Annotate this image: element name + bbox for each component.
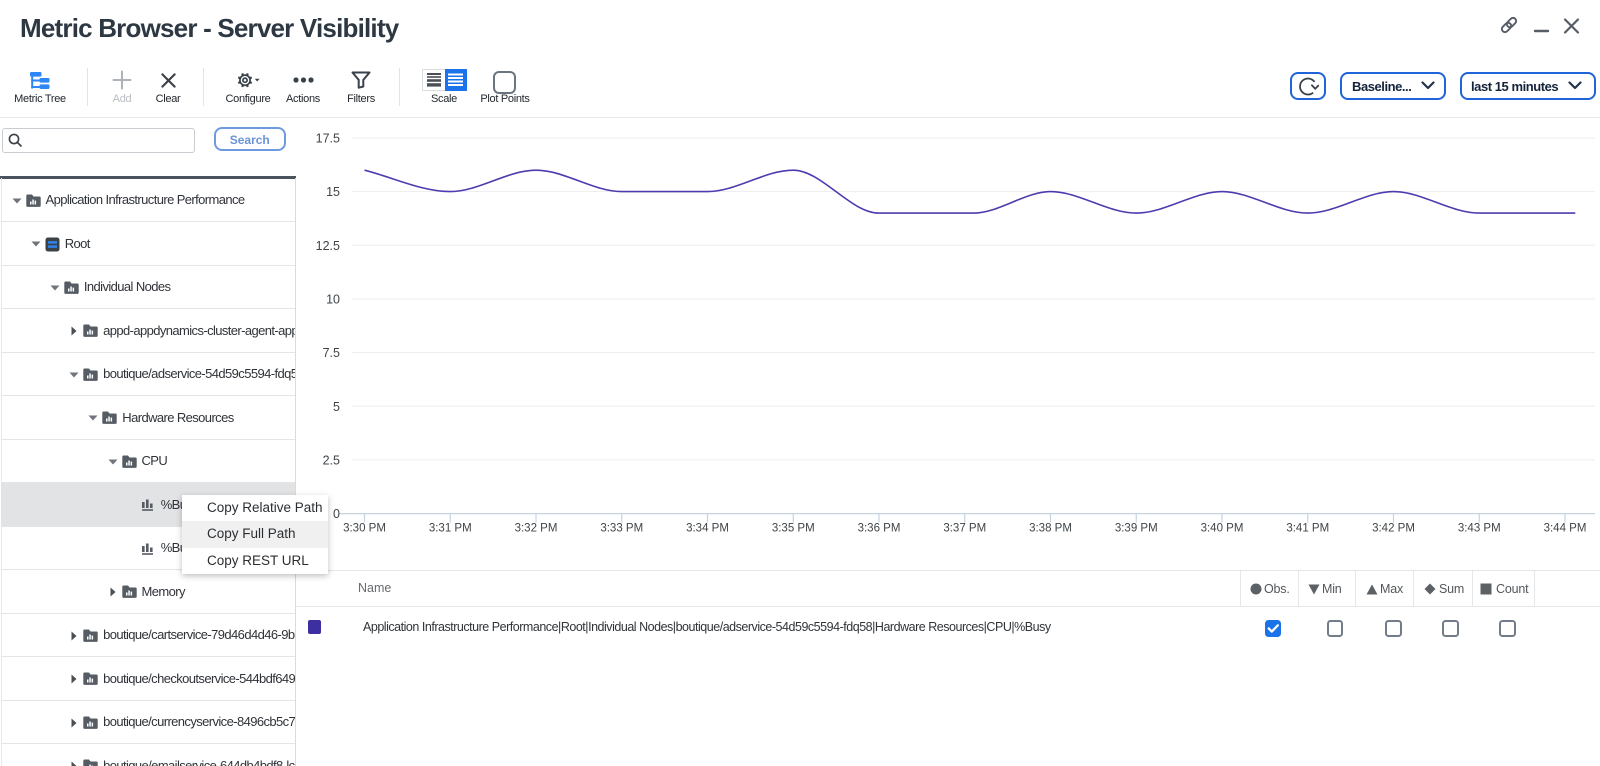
svg-text:15: 15 (326, 185, 340, 199)
svg-text:3:36 PM: 3:36 PM (858, 523, 901, 535)
svg-text:3:34 PM: 3:34 PM (686, 523, 729, 535)
svg-text:3:43 PM: 3:43 PM (1458, 523, 1501, 535)
svg-text:3:40 PM: 3:40 PM (1201, 523, 1244, 535)
svg-text:12.5: 12.5 (316, 239, 340, 253)
svg-text:3:38 PM: 3:38 PM (1029, 523, 1072, 535)
svg-text:3:31 PM: 3:31 PM (429, 523, 472, 535)
svg-text:3:33 PM: 3:33 PM (600, 523, 643, 535)
svg-text:3:44 PM: 3:44 PM (1544, 523, 1587, 535)
svg-text:10: 10 (326, 292, 340, 306)
svg-text:3:42 PM: 3:42 PM (1372, 523, 1415, 535)
svg-text:3:37 PM: 3:37 PM (943, 523, 986, 535)
svg-text:0: 0 (333, 507, 340, 521)
svg-text:5: 5 (333, 400, 340, 414)
svg-text:7.5: 7.5 (323, 346, 340, 360)
svg-text:17.5: 17.5 (316, 131, 340, 145)
svg-text:3:32 PM: 3:32 PM (515, 523, 558, 535)
svg-text:3:39 PM: 3:39 PM (1115, 523, 1158, 535)
svg-text:3:30 PM: 3:30 PM (343, 523, 386, 535)
svg-text:2.5: 2.5 (323, 453, 340, 467)
svg-text:3:41 PM: 3:41 PM (1286, 523, 1329, 535)
svg-text:3:35 PM: 3:35 PM (772, 523, 815, 535)
